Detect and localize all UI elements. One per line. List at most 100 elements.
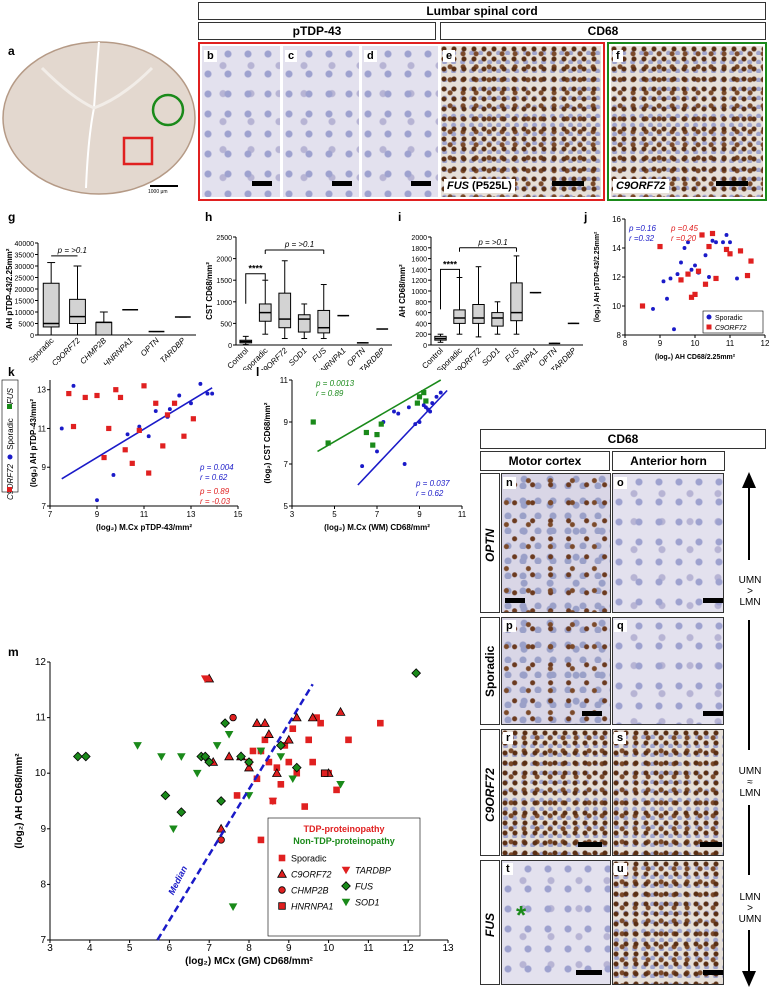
- data-point: [70, 423, 77, 430]
- y-tick-label: 400: [415, 321, 427, 328]
- y-tick-label: 12: [35, 657, 47, 668]
- y-tick-label: 5: [284, 502, 289, 511]
- header-title: Lumbar spinal cord: [426, 4, 538, 18]
- y-tick-label: 5000: [18, 322, 34, 329]
- y-tick-label: 9: [284, 418, 289, 427]
- ratio-mid-3: LMN: [739, 788, 761, 799]
- y-tick-label: 35000: [15, 253, 35, 260]
- x-tick-label: 12: [761, 339, 770, 348]
- y-tick-label: 10: [35, 768, 47, 779]
- stat-r-blue: r = 0.62: [416, 489, 444, 498]
- panel-f-label: C9ORF72: [613, 179, 669, 193]
- stat-p-red: p = 0.89: [199, 487, 230, 496]
- legend-label: FUS: [355, 882, 373, 892]
- panel-label-t: t: [503, 863, 513, 875]
- chart-m: 3 4 5 6 7 8 9 10 11 12 13 7 8 9 10 11 12 (log₂) MCx (GM) …: [14, 657, 454, 967]
- y-axis-label: CST CD68/mm²: [205, 262, 214, 320]
- data-point: [265, 758, 273, 766]
- data-point: [273, 764, 281, 771]
- data-point: [216, 823, 227, 833]
- x-tick-label: 7: [206, 943, 212, 954]
- y-tick-label: 16: [612, 215, 621, 224]
- stat-label: p = >0.1: [284, 240, 314, 249]
- stat-r-green: r = 0.89: [316, 389, 344, 398]
- fit-line: [317, 379, 442, 453]
- y-tick-label: 1200: [411, 278, 427, 285]
- data-point: [153, 400, 159, 406]
- data-point: [146, 470, 152, 476]
- y-tick-label: 25000: [15, 276, 35, 283]
- data-point: [695, 268, 702, 274]
- ratio-mid: UMN ≈ LMN: [732, 766, 768, 799]
- sig-stars: ****: [248, 264, 263, 274]
- data-point: [192, 769, 202, 778]
- data-point: [721, 240, 725, 245]
- x-tick-label: OPTN: [139, 336, 161, 358]
- data-point: [310, 419, 316, 425]
- panel-label-k: k: [8, 365, 15, 379]
- x-tick-label: 4: [87, 943, 93, 954]
- legend-label: C9ORF72: [291, 870, 332, 880]
- data-point: [727, 251, 733, 257]
- data-point: [224, 751, 235, 761]
- x-tick-label: 9: [95, 510, 100, 519]
- data-point: [639, 303, 646, 309]
- panel-label-r: r: [503, 732, 514, 744]
- data-point: [714, 240, 718, 245]
- y-axis-label: AH pTDP-43/2.25mm²: [5, 248, 14, 329]
- legend-label: FUS: [6, 387, 15, 404]
- data-point: [285, 758, 293, 766]
- scalebar-p: [582, 711, 602, 716]
- data-point: [220, 718, 230, 729]
- x-tick-label: SOD1: [480, 346, 502, 368]
- panel-d-image: [362, 46, 438, 197]
- row-label-fus-box: [480, 860, 500, 985]
- data-point: [706, 243, 712, 250]
- ratio-bot-3: UMN: [738, 914, 762, 925]
- y-tick-label: 2000: [216, 257, 232, 264]
- chart-i: 0200400600800100012001400160018002000Con…: [398, 235, 583, 370]
- data-point: [305, 736, 312, 744]
- scalebar-t: [576, 970, 602, 975]
- data-point: [713, 275, 719, 282]
- legend-label: TARDBP: [355, 866, 391, 876]
- data-point: [198, 381, 203, 386]
- data-point: [333, 786, 340, 794]
- x-tick-label: 10: [691, 339, 700, 348]
- data-point: [707, 275, 711, 279]
- header-cd68-text: CD68: [587, 24, 619, 38]
- legend-marker-c9: [7, 487, 12, 492]
- data-point: [335, 706, 346, 716]
- data-point: [212, 742, 222, 750]
- box: [491, 312, 504, 327]
- panel-label-f: f: [613, 50, 623, 62]
- data-point: [737, 248, 744, 254]
- data-point: [244, 757, 254, 767]
- header-ptdp-text: pTDP-43: [292, 24, 342, 38]
- panel-label-b: b: [204, 50, 217, 62]
- data-point: [275, 740, 286, 751]
- y-tick-label: 500: [220, 321, 232, 328]
- y-tick-label: 15000: [15, 299, 35, 306]
- data-point: [277, 781, 285, 788]
- data-point: [228, 903, 238, 911]
- box: [317, 309, 331, 334]
- data-point: [392, 409, 396, 414]
- data-point: [341, 866, 351, 875]
- data-point: [101, 454, 107, 461]
- data-point: [345, 736, 352, 744]
- data-point: [271, 768, 282, 777]
- panel-label-u: u: [614, 863, 627, 875]
- panel-label-s: s: [614, 732, 627, 744]
- col1-text: Motor cortex: [508, 454, 582, 468]
- data-point: [244, 762, 254, 772]
- data-point: [94, 392, 100, 399]
- data-point: [125, 432, 130, 437]
- legend-label: HNRNPA1: [291, 902, 333, 912]
- col2-text: Anterior horn: [630, 454, 707, 468]
- umn-lmn-arrow: [742, 472, 756, 987]
- data-point: [735, 276, 739, 281]
- panel-e-label-suffix: (P525L): [469, 180, 512, 192]
- y-tick-label: 1800: [411, 246, 427, 253]
- data-point: [682, 246, 687, 250]
